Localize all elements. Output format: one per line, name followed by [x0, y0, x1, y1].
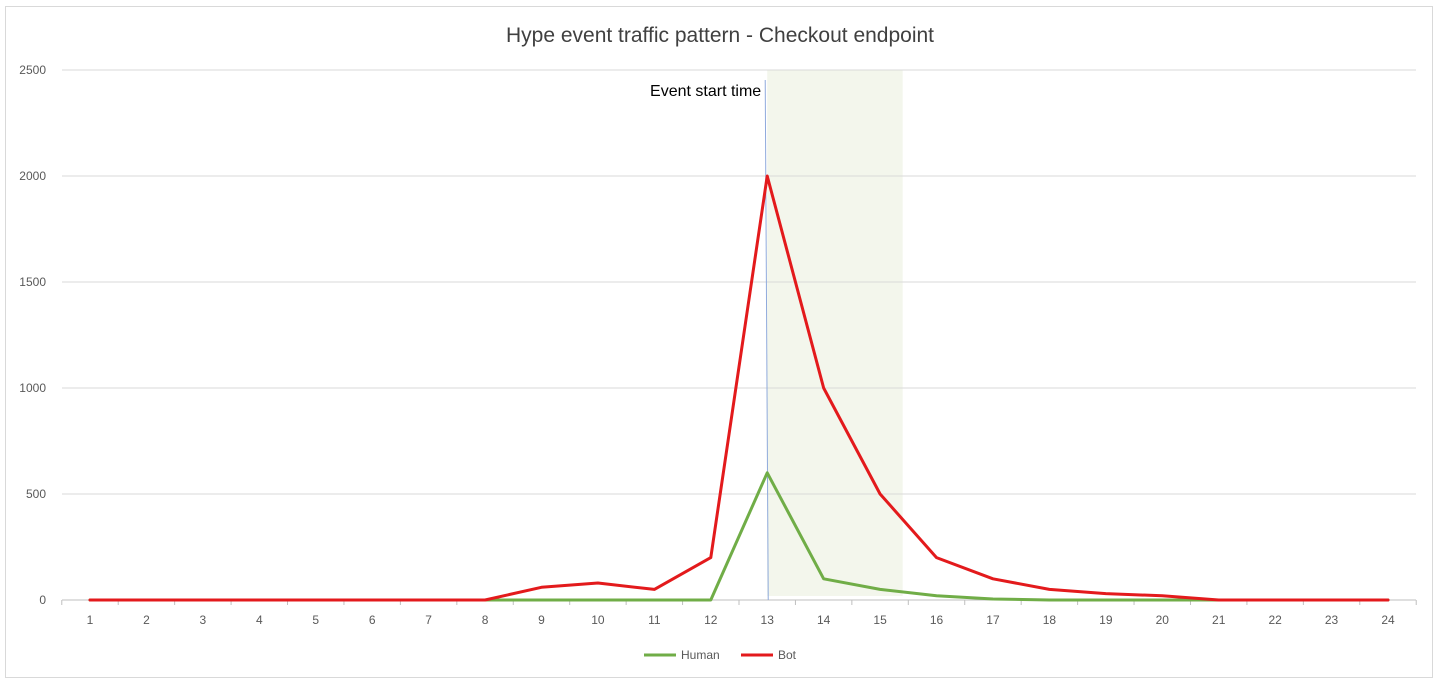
x-tick-label: 19: [1099, 613, 1113, 627]
x-tick-label: 12: [704, 613, 718, 627]
legend-label-human: Human: [681, 648, 720, 662]
x-tick-label: 4: [256, 613, 263, 627]
x-tick-label: 13: [761, 613, 775, 627]
chart-title: Hype event traffic pattern - Checkout en…: [506, 24, 934, 47]
x-tick-label: 14: [817, 613, 831, 627]
y-tick-label: 500: [26, 487, 46, 501]
highlight-region: [767, 70, 903, 596]
series-line-human: [88, 471, 1390, 602]
y-tick-label: 1500: [19, 275, 46, 289]
x-tick-label: 5: [312, 613, 319, 627]
x-tick-label: 16: [930, 613, 944, 627]
event-start-label: Event start time: [650, 83, 761, 100]
x-tick-label: 6: [369, 613, 376, 627]
x-tick-label: 2: [143, 613, 150, 627]
x-tick-label: 20: [1156, 613, 1170, 627]
x-tick-label: 15: [873, 613, 887, 627]
series-line-bot: [88, 174, 1390, 602]
x-tick-label: 21: [1212, 613, 1226, 627]
x-tick-label: 24: [1381, 613, 1395, 627]
x-tick-label: 17: [986, 613, 1000, 627]
y-tick-label: 2000: [19, 169, 46, 183]
x-tick-label: 9: [538, 613, 545, 627]
event-start-line: [764, 79, 769, 601]
x-tick-label: 3: [200, 613, 207, 627]
x-tick-label: 22: [1268, 613, 1282, 627]
x-tick-label: 8: [482, 613, 489, 627]
y-tick-label: 1000: [19, 381, 46, 395]
y-tick-label: 2500: [19, 63, 46, 77]
legend-label-bot: Bot: [778, 648, 797, 662]
y-tick-label: 0: [39, 593, 46, 607]
x-tick-label: 23: [1325, 613, 1339, 627]
x-tick-label: 1: [87, 613, 94, 627]
x-tick-label: 11: [648, 613, 661, 627]
chart-frame: [5, 6, 1433, 678]
x-tick-label: 7: [425, 613, 432, 627]
x-tick-label: 18: [1043, 613, 1057, 627]
x-tick-label: 10: [591, 613, 605, 627]
